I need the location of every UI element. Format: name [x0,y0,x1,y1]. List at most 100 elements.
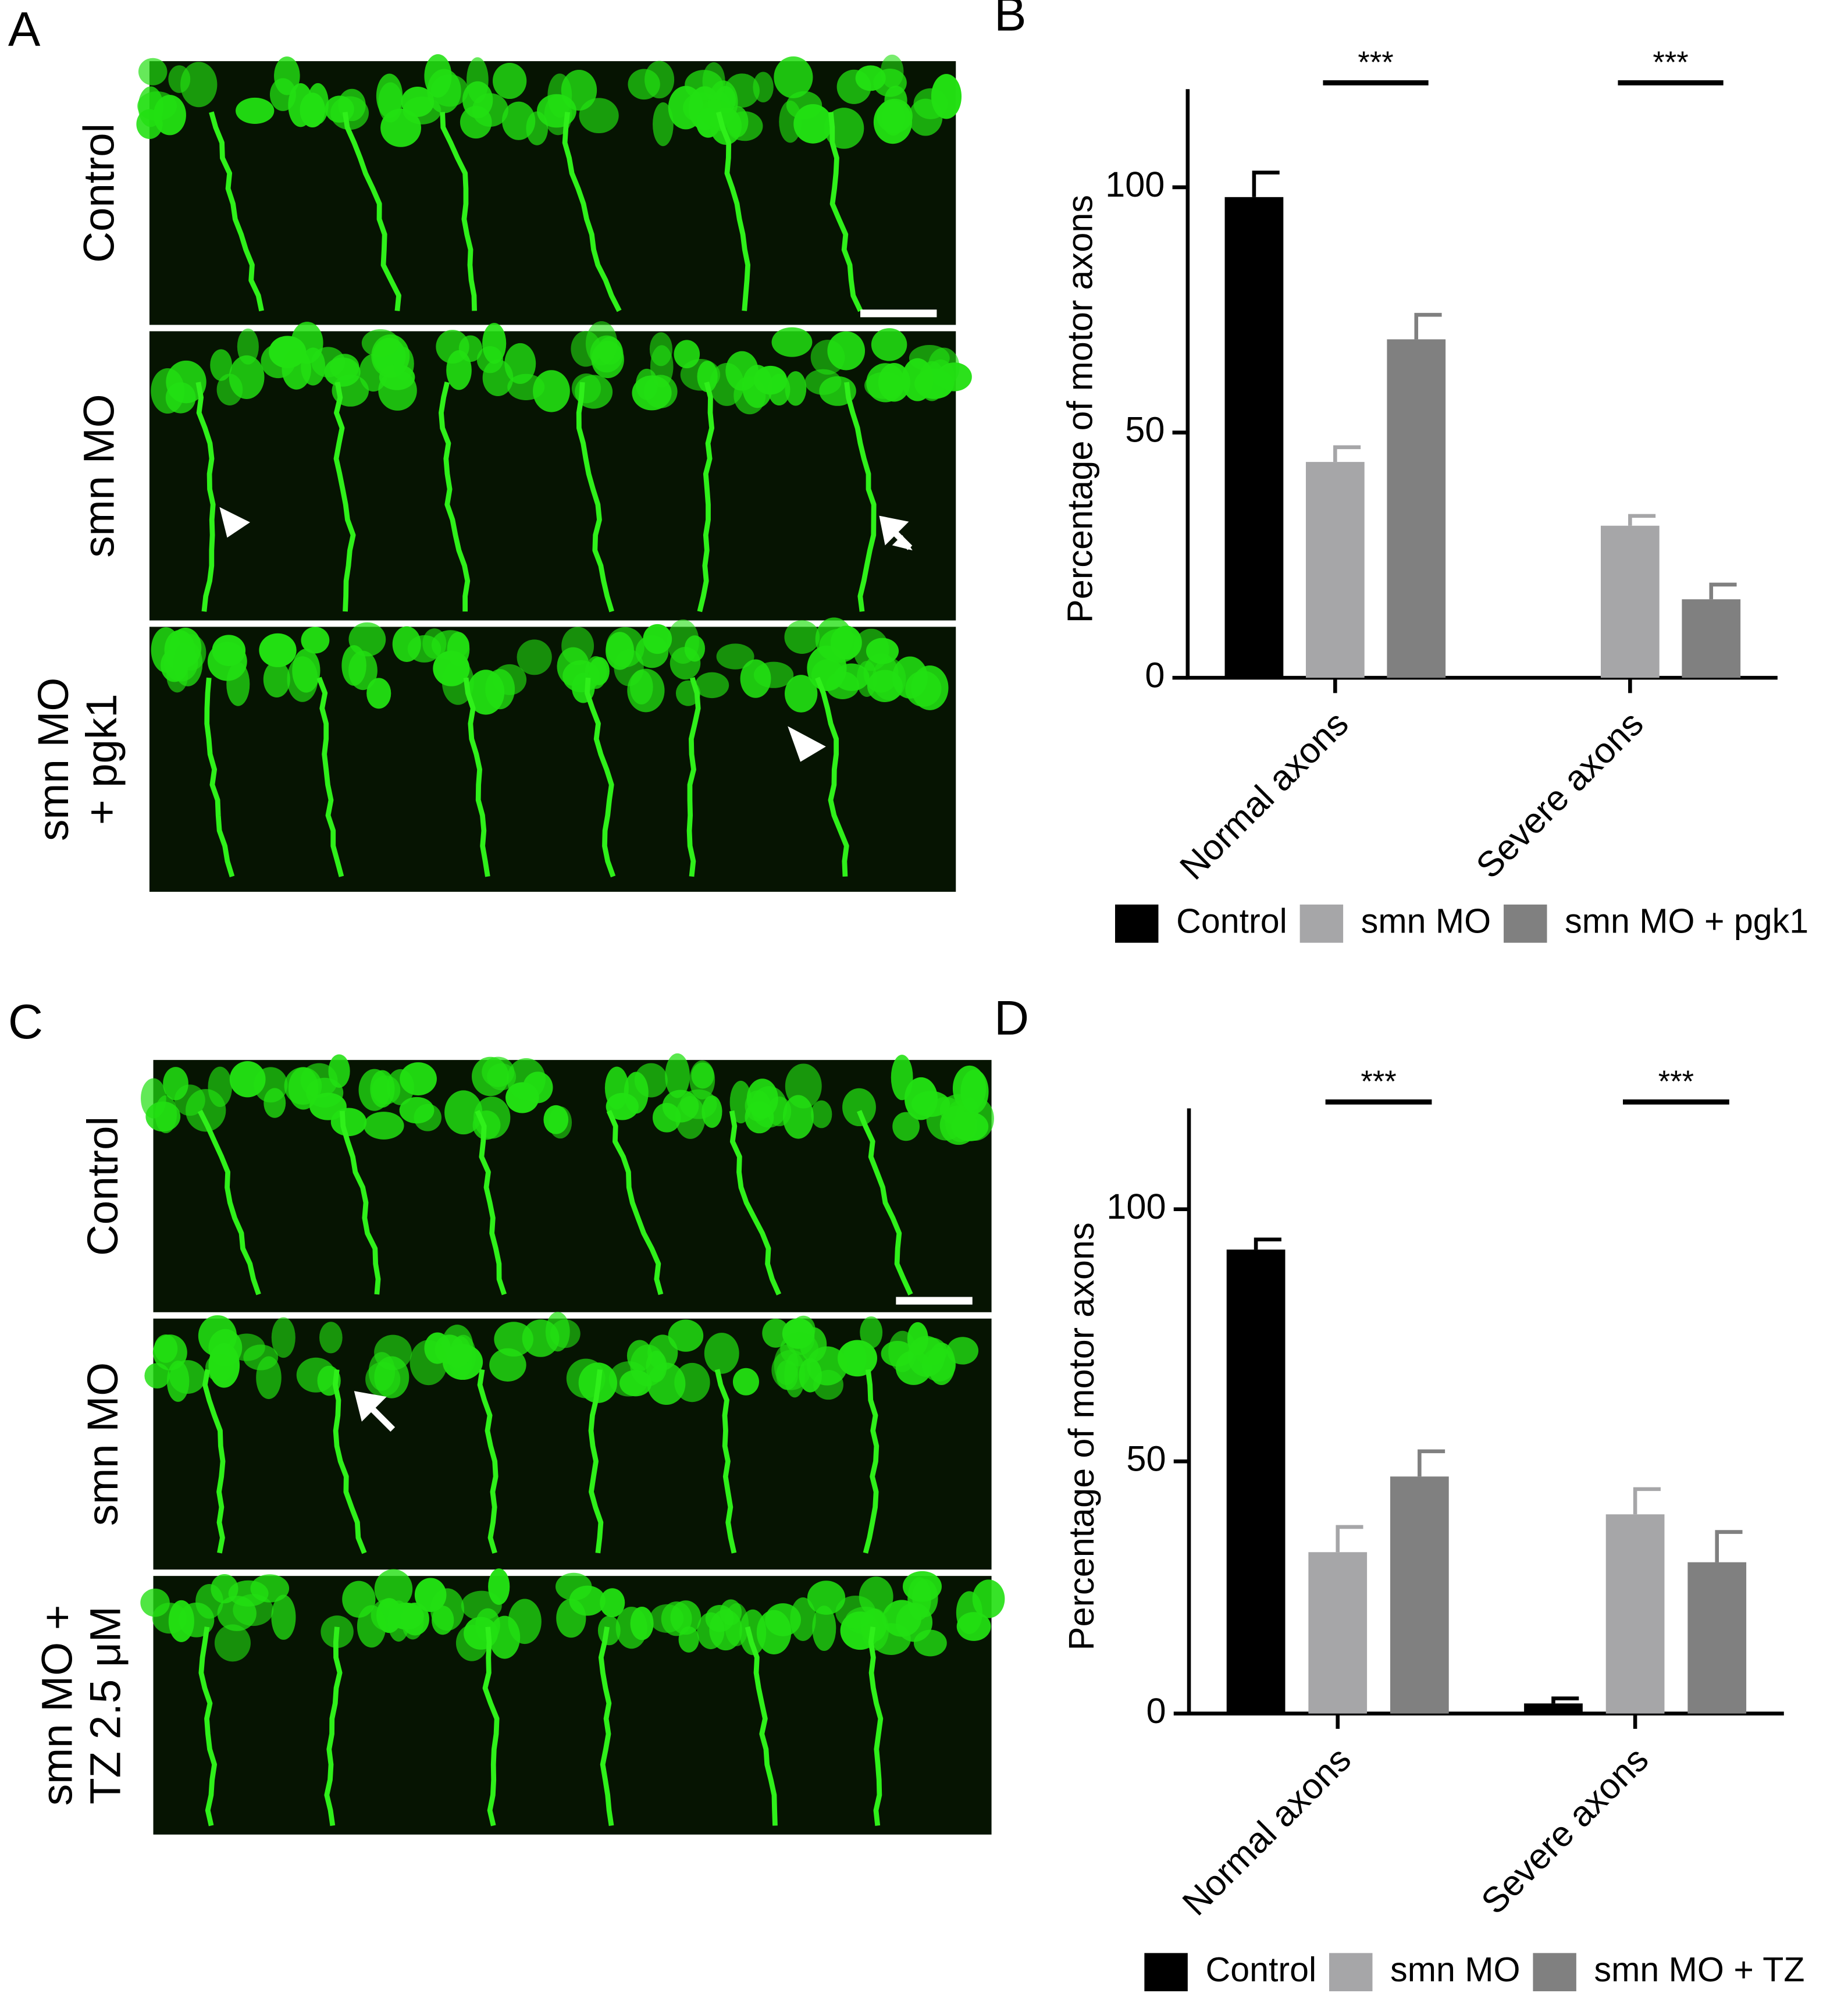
cell-body [359,354,388,392]
cell-body [301,627,330,654]
cell-body [697,361,718,393]
cell-body [819,628,860,663]
cell-body [526,111,549,145]
cell-body [447,632,470,667]
legend-swatch [1329,1953,1373,1992]
cell-body [271,1317,295,1358]
cell-body [282,348,311,390]
axon [598,1626,614,1827]
cell-body [264,1088,286,1118]
axon [342,112,401,311]
cell-body [786,91,822,120]
cell-body [140,1588,170,1617]
cell-body [811,1100,832,1129]
axon [209,111,264,312]
axon [863,1369,880,1554]
cell-body [626,1340,653,1372]
cell-body [699,99,732,127]
cell-body [784,620,820,654]
row-label: smn MO [29,678,77,841]
error-bar [1551,1696,1579,1704]
cell-body [892,656,928,699]
cell-body [710,362,744,406]
axon [868,1626,884,1826]
axon [440,112,477,311]
panel-letter: B [994,0,1027,41]
cell-body [668,1319,704,1352]
row-label: smn MO [75,394,123,557]
cell-body [174,1084,205,1116]
cell-body [173,641,203,686]
arrow [354,1391,396,1432]
cell-body [165,382,196,414]
cell-body [702,62,725,101]
cell-body [195,1584,223,1619]
cell-body [259,633,297,667]
cell-body [226,662,250,706]
row-label: Control [75,123,123,263]
cell-body [704,1333,739,1374]
cell-body [462,81,493,119]
cell-body [807,1581,846,1615]
cell-body [522,1319,560,1357]
cell-body [392,626,421,662]
cell-body [811,658,845,691]
bar [1687,1562,1747,1714]
axon [815,677,849,877]
cell-body [785,371,807,406]
cell-body [410,1340,448,1386]
cell-body [878,363,910,402]
cell-body [835,1595,876,1629]
cell-body [604,1066,629,1110]
cell-body [765,1603,801,1636]
cell-body [489,1348,526,1382]
error-bar [1333,445,1361,462]
cell-body [902,358,934,401]
cell-body [274,56,300,95]
cell-body [401,1602,429,1636]
cell-body [653,102,674,147]
axon [439,382,471,612]
cell-body [630,1606,654,1640]
cell-body [144,1363,170,1389]
bar [1305,462,1365,678]
error-bar [1252,170,1280,197]
scale-bar [860,309,937,318]
significance-label: *** [1658,1065,1694,1099]
row-label: Control [79,1116,127,1256]
cell-body [647,1362,686,1405]
cell-body [330,1108,367,1137]
axon [198,1626,218,1827]
error-bar [1715,1530,1743,1562]
error-bar [1633,1487,1661,1515]
cell-body [364,1112,404,1140]
legend-label: smn MO + TZ [1594,1950,1805,1989]
cell-body [921,1347,956,1382]
bar [1387,339,1446,678]
arrowhead [219,507,250,538]
cell-body [892,1112,920,1141]
cell-body [233,1594,274,1626]
panel-letter: D [994,991,1029,1045]
panel-letter: C [8,995,43,1049]
y-tick-label: 0 [1146,1690,1166,1731]
cell-body [877,98,913,133]
y-axis-label: Percentage of motor axons [1061,1222,1101,1650]
cell-body [205,1354,234,1382]
x-tick-label: Normal axons [1174,1739,1358,1923]
y-tick-label: 50 [1125,410,1165,450]
cell-body [619,1369,652,1397]
cell-body [705,1604,734,1632]
axon [562,112,622,312]
cell-body [228,1333,265,1361]
cell-body [804,369,842,395]
axon [686,677,701,877]
axon [606,1110,664,1295]
legend-swatch [1115,904,1159,943]
x-tick-label: Normal axons [1172,703,1356,887]
axon [463,677,490,877]
cell-body [357,1605,386,1648]
cell-body [668,86,704,130]
cell-body [689,1060,715,1100]
